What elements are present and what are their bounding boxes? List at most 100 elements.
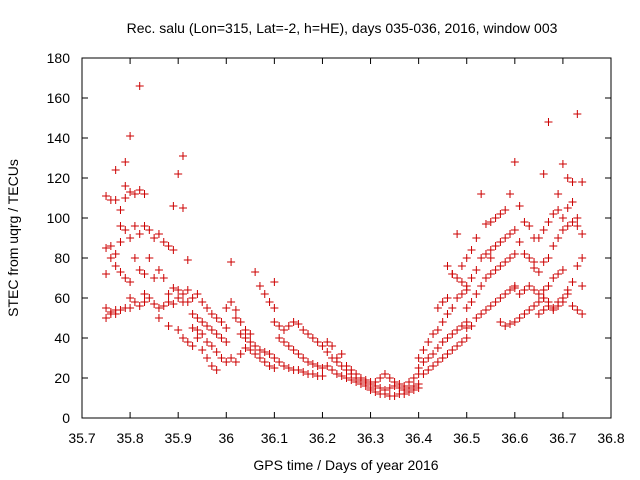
data-point (207, 326, 216, 334)
data-point (558, 214, 567, 222)
data-point (544, 298, 553, 306)
data-point (549, 306, 558, 314)
data-point (140, 290, 149, 298)
data-point (246, 338, 255, 346)
data-point (294, 320, 303, 328)
data-point (477, 310, 486, 318)
data-point (140, 222, 149, 230)
data-point (515, 290, 524, 298)
data-point (530, 264, 539, 272)
data-point (385, 374, 394, 382)
data-point (164, 322, 173, 330)
data-point (424, 366, 433, 374)
data-point (409, 382, 418, 390)
data-point (457, 322, 466, 330)
data-point (270, 278, 279, 286)
data-point (203, 354, 212, 362)
data-point (534, 310, 543, 318)
data-point (481, 274, 490, 282)
x-axis-label: GPS time / Days of year 2016 (253, 457, 438, 473)
data-point (241, 334, 250, 342)
y-tick-label: 160 (47, 90, 71, 106)
data-point (241, 344, 250, 352)
data-point (126, 188, 135, 196)
data-point (154, 304, 163, 312)
data-point (443, 310, 452, 318)
data-point (260, 290, 269, 298)
data-point (222, 324, 231, 332)
data-point (568, 302, 577, 310)
data-point (111, 306, 120, 314)
data-point (270, 304, 279, 312)
data-point (453, 326, 462, 334)
data-point (501, 258, 510, 266)
data-point (111, 250, 120, 258)
data-point (130, 222, 139, 230)
data-point (308, 370, 317, 378)
data-point (462, 334, 471, 342)
data-point (549, 210, 558, 218)
x-tick-label: 36.3 (357, 430, 384, 446)
data-point (510, 226, 519, 234)
data-point (279, 338, 288, 346)
data-point (102, 314, 111, 322)
data-point (304, 358, 313, 366)
data-point (188, 324, 197, 332)
data-point (255, 282, 264, 290)
data-point (481, 250, 490, 258)
x-tick-label: 36.2 (309, 430, 336, 446)
data-point (539, 306, 548, 314)
data-point (525, 222, 534, 230)
data-point (222, 338, 231, 346)
data-point (481, 306, 490, 314)
data-point (448, 270, 457, 278)
data-point (135, 186, 144, 194)
data-point (568, 198, 577, 206)
data-point (380, 386, 389, 394)
data-point (554, 234, 563, 242)
data-point (395, 384, 404, 392)
data-point (332, 354, 341, 362)
data-point (126, 234, 135, 242)
data-point (496, 294, 505, 302)
data-point (328, 342, 337, 350)
y-tick-label: 100 (47, 210, 71, 226)
data-point (255, 346, 264, 354)
data-point (178, 152, 187, 160)
data-point (467, 246, 476, 254)
data-point (193, 314, 202, 322)
data-point (135, 266, 144, 274)
data-point (193, 334, 202, 342)
data-point (347, 376, 356, 384)
data-point (265, 350, 274, 358)
data-point (116, 222, 125, 230)
data-point (558, 160, 567, 168)
data-point (130, 254, 139, 262)
data-point (385, 384, 394, 392)
x-tick-label: 36.8 (597, 430, 624, 446)
data-point (573, 306, 582, 314)
data-point (299, 368, 308, 376)
data-point (429, 330, 438, 338)
data-point (573, 262, 582, 270)
data-point (501, 206, 510, 214)
data-point (534, 298, 543, 306)
data-point (323, 362, 332, 370)
data-point (265, 362, 274, 370)
data-point (102, 304, 111, 312)
data-point (530, 286, 539, 294)
data-point (453, 294, 462, 302)
data-point (472, 266, 481, 274)
data-point (453, 342, 462, 350)
data-point (352, 378, 361, 386)
data-point (356, 374, 365, 382)
data-point (539, 258, 548, 266)
data-point (501, 290, 510, 298)
data-point (193, 326, 202, 334)
data-point (390, 392, 399, 400)
data-point (308, 334, 317, 342)
data-point (563, 204, 572, 212)
data-point (510, 318, 519, 326)
data-point (462, 282, 471, 290)
